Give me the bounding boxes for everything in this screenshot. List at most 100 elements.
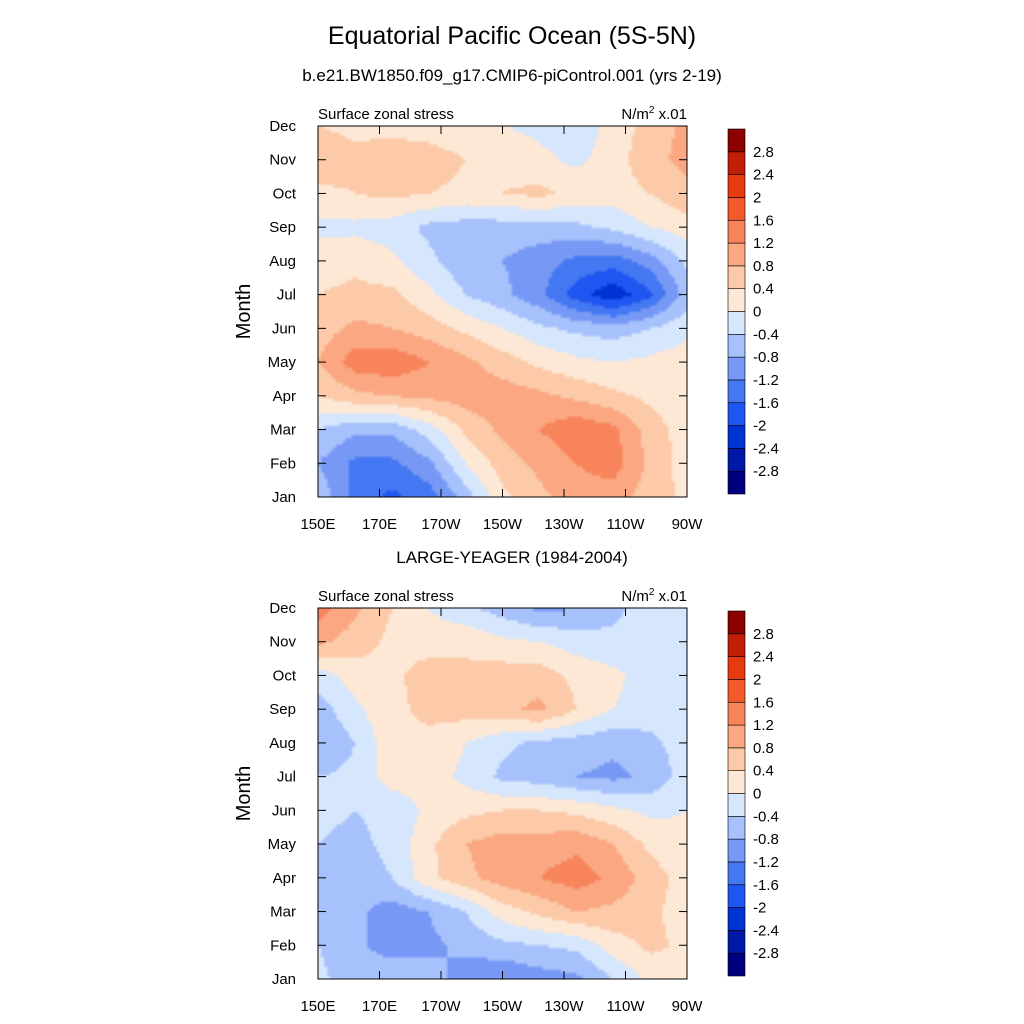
colorbar-swatch <box>727 379 746 404</box>
colorbar-swatch <box>727 174 746 198</box>
y-tick-label: Oct <box>273 185 297 202</box>
colorbar-swatch <box>727 402 746 426</box>
colorbar-label: 0.4 <box>753 281 774 298</box>
colorbar-swatch <box>727 334 746 358</box>
colorbar-label: -0.4 <box>753 808 779 825</box>
colorbar: -2.8 -2.4 -2 -1.6 -1.2 -0.8 -0.4 0 0.4 0.8 1.2 1.6 2… <box>727 128 779 495</box>
panel-2: Jan Feb Mar Apr May Jun Jul Aug Sep Oct Nov Dec 150E… <box>233 587 779 1015</box>
colorbar-swatch <box>727 128 746 153</box>
colorbar-swatch <box>727 816 746 840</box>
colorbar-label: -0.8 <box>753 349 779 366</box>
colorbar-swatch <box>727 633 746 657</box>
colorbar-swatch <box>727 930 746 954</box>
y-tick-label: Sep <box>269 219 296 236</box>
colorbar-label: -2.8 <box>753 463 779 480</box>
colorbar-label: 1.6 <box>753 212 774 229</box>
colorbar-swatch <box>727 151 746 175</box>
x-tick-label: 150E <box>300 998 335 1015</box>
colorbar-label: 1.2 <box>753 235 774 252</box>
colorbar-swatch <box>727 197 746 221</box>
y-tick-label: Aug <box>269 253 296 270</box>
y-tick-label: Mar <box>270 904 296 921</box>
colorbar-label: 0.8 <box>753 258 774 275</box>
y-tick-label: Jul <box>277 769 296 786</box>
colorbar-swatch <box>727 838 746 863</box>
colorbar-swatch <box>727 425 746 449</box>
colorbar-label: 0.4 <box>753 763 774 780</box>
y-tick-label: Sep <box>269 701 296 718</box>
heatmap-field <box>318 126 687 497</box>
y-tick-label: Dec <box>269 600 296 617</box>
x-tick-label: 150E <box>300 516 335 533</box>
colorbar-label: -0.4 <box>753 326 779 343</box>
x-tick-label: 130W <box>544 998 584 1015</box>
y-tick-label: Jan <box>272 489 296 506</box>
x-tick-label: 150W <box>483 516 523 533</box>
x-tick-label: 110W <box>606 516 645 533</box>
panel-2-title: LARGE-YEAGER (1984-2004) <box>396 548 628 567</box>
colorbar-swatch <box>727 952 746 977</box>
colorbar-swatch <box>727 793 746 817</box>
colorbar-label: -0.8 <box>753 831 779 848</box>
colorbar-swatch <box>727 470 746 495</box>
y-tick-label: Jun <box>272 320 296 337</box>
y-tick-label: Apr <box>273 388 296 405</box>
colorbar-label: 1.2 <box>753 717 774 734</box>
colorbar-label: -2.4 <box>753 922 779 939</box>
y-tick-label: Nov <box>269 634 296 651</box>
x-tick-label: 170E <box>362 516 397 533</box>
y-tick-label: Feb <box>270 937 296 954</box>
x-tick-label: 150W <box>483 998 523 1015</box>
colorbar-swatch <box>727 679 746 703</box>
panel-1-title: b.e21.BW1850.f09_g17.CMIP6-piControl.001… <box>302 66 722 85</box>
y-tick-label: Feb <box>270 455 296 472</box>
colorbar-swatch <box>727 907 746 931</box>
y-tick-label: May <box>268 836 297 853</box>
colorbar-swatch <box>727 770 746 794</box>
y-tick-label: Nov <box>269 152 296 169</box>
y-axis-title: Month <box>233 284 255 340</box>
page-title: Equatorial Pacific Ocean (5S-5N) <box>327 22 697 50</box>
y-tick-label: May <box>268 354 297 371</box>
field-label: Surface zonal stress <box>318 106 454 123</box>
colorbar-label: 0.8 <box>753 740 774 757</box>
colorbar-label: -2 <box>753 900 766 917</box>
colorbar-label: -2.4 <box>753 440 779 457</box>
y-axis-title: Month <box>233 766 255 822</box>
colorbar-label: 2.4 <box>753 167 774 184</box>
y-tick-label: Jun <box>272 802 296 819</box>
colorbar-swatch <box>727 656 746 680</box>
colorbar-swatch <box>727 861 746 886</box>
colorbar-label: 0 <box>753 786 761 803</box>
colorbar-label: -1.6 <box>753 395 779 412</box>
x-tick-label: 90W <box>672 998 704 1015</box>
x-tick-label: 90W <box>672 516 704 533</box>
colorbar-swatch <box>727 747 746 771</box>
y-tick-label: Aug <box>269 735 296 752</box>
colorbar-label: -2 <box>753 418 766 435</box>
colorbar-label: 2 <box>753 189 761 206</box>
colorbar-swatch <box>727 288 746 312</box>
colorbar-label: 2.8 <box>753 626 774 643</box>
colorbar-label: 0 <box>753 304 761 321</box>
colorbar-swatch <box>727 724 746 749</box>
colorbar-label: -1.2 <box>753 372 779 389</box>
colorbar-label: -2.8 <box>753 945 779 962</box>
colorbar: -2.8 -2.4 -2 -1.6 -1.2 -0.8 -0.4 0 0.4 0.8 1.2 1.6 2… <box>727 610 779 977</box>
x-tick-label: 170W <box>421 516 461 533</box>
units-label: N/m2 x.01 <box>621 105 687 123</box>
y-tick-label: Jul <box>277 287 296 304</box>
colorbar-swatch <box>727 610 746 635</box>
y-tick-label: Jan <box>272 971 296 988</box>
colorbar-swatch <box>727 219 746 244</box>
y-tick-label: Dec <box>269 118 296 135</box>
x-tick-label: 110W <box>606 998 645 1015</box>
panel-1: Jan Feb Mar Apr May Jun Jul Aug Sep Oct Nov Dec 150E… <box>233 105 779 533</box>
x-tick-label: 170W <box>421 998 461 1015</box>
y-tick-label: Mar <box>270 422 296 439</box>
colorbar-swatch <box>727 265 746 289</box>
colorbar-label: -1.6 <box>753 877 779 894</box>
colorbar-label: 1.6 <box>753 694 774 711</box>
x-tick-label: 170E <box>362 998 397 1015</box>
y-tick-label: Oct <box>273 667 297 684</box>
